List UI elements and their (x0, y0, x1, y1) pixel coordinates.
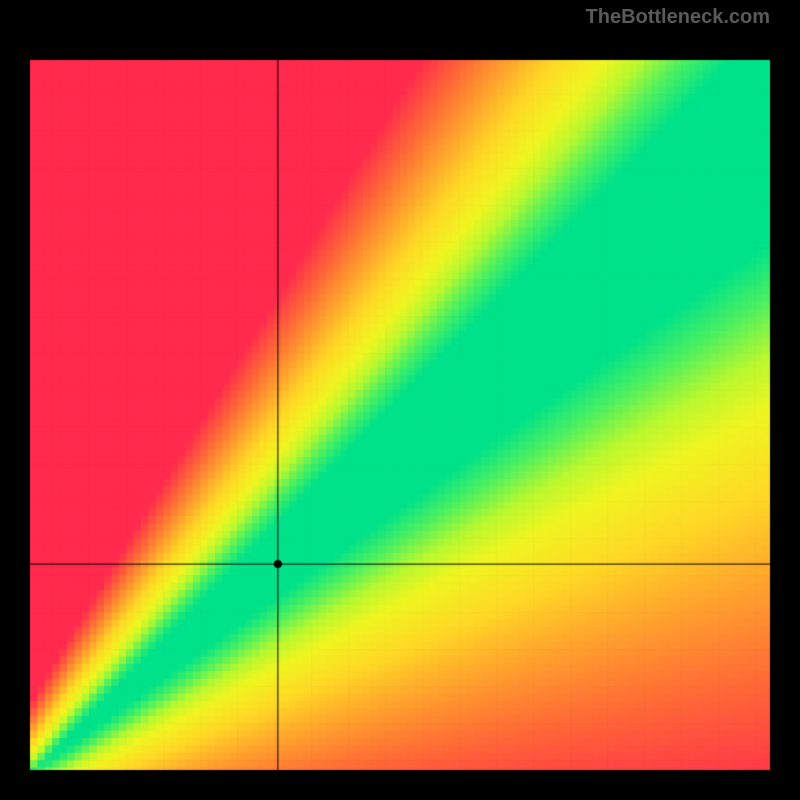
chart-container: TheBottleneck.com (0, 0, 800, 800)
watermark-text: TheBottleneck.com (586, 6, 770, 29)
bottleneck-heatmap (0, 0, 800, 800)
